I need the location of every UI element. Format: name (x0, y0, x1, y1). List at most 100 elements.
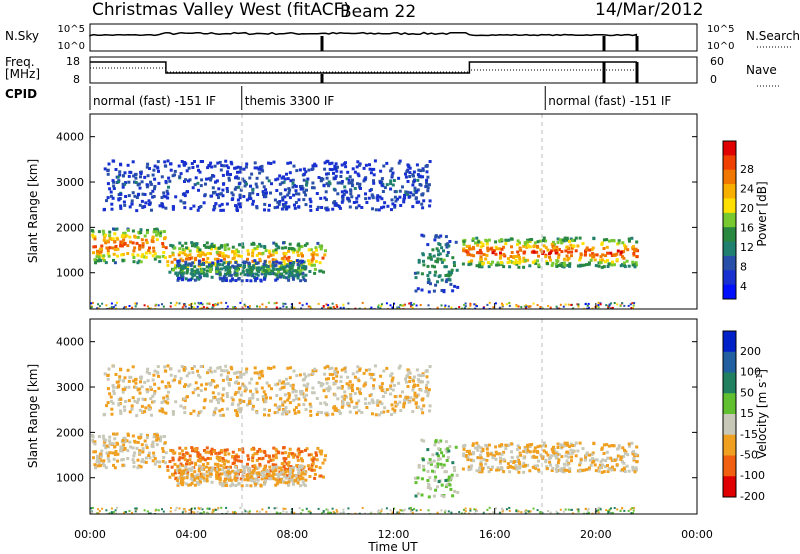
velocity-cell (299, 474, 303, 478)
power-cell (202, 274, 206, 278)
power-cell (145, 185, 149, 189)
power-cell (606, 259, 609, 262)
power-cell (350, 181, 354, 185)
power-cell (117, 180, 120, 184)
power-cell (99, 254, 103, 258)
power-cell (110, 302, 113, 305)
velocity-cell (630, 512, 633, 514)
velocity-cell (293, 411, 297, 415)
velocity-cell (311, 369, 315, 373)
velocity-cell (398, 400, 402, 404)
velocity-cell (552, 448, 556, 452)
power-cell (632, 262, 636, 266)
power-cell (196, 305, 199, 308)
freq-tick-top: 18 (66, 55, 80, 68)
velocity-cell (114, 509, 117, 512)
power-cell (461, 307, 463, 309)
power-cell (261, 169, 265, 173)
power-cell (361, 301, 364, 304)
power-cell (218, 254, 222, 257)
velocity-cell (150, 413, 153, 417)
velocity-cell (348, 410, 352, 414)
power-cell (169, 162, 173, 166)
velocity-cell (206, 456, 210, 460)
velocity-cell (578, 469, 582, 473)
velocity-cell (479, 450, 483, 454)
power-cell (605, 238, 609, 242)
velocity-cell (234, 512, 237, 514)
power-cell (258, 257, 262, 261)
power-cell (106, 182, 110, 186)
velocity-cell (233, 470, 237, 474)
velocity-cell (532, 455, 536, 459)
velocity-cell (309, 510, 312, 513)
velocity-cell (574, 441, 578, 445)
power-cell (120, 244, 124, 248)
velocity-cell (466, 455, 470, 459)
power-cell (517, 265, 521, 269)
velocity-cell (436, 465, 439, 469)
power-cell (300, 184, 304, 188)
velocity-cell (461, 512, 463, 514)
power-y-tick-label: 2000 (56, 221, 84, 234)
velocity-cell (184, 383, 187, 387)
velocity-cell (206, 462, 210, 465)
velocity-cell (112, 432, 115, 436)
velocity-cell (202, 473, 206, 477)
velocity-cell (486, 454, 490, 458)
power-cell (248, 307, 251, 309)
velocity-cell (173, 451, 177, 455)
power-cell (119, 204, 123, 208)
power-cell (251, 199, 255, 203)
velocity-cell (428, 476, 432, 480)
power-cell (364, 192, 367, 196)
velocity-cell (197, 373, 200, 377)
power-cell (336, 305, 339, 308)
power-cell (262, 192, 265, 196)
velocity-cell (271, 463, 275, 467)
power-cell (447, 277, 451, 281)
power-cell (542, 236, 546, 240)
velocity-cell (309, 405, 313, 409)
power-cell (248, 271, 252, 275)
velocity-cell (156, 371, 160, 375)
velocity-cell (184, 446, 188, 450)
velocity-cell (370, 398, 374, 402)
velocity-cell (385, 388, 389, 392)
power-cell (425, 181, 428, 185)
power-cell (371, 207, 374, 211)
velocity-cell (473, 508, 476, 511)
power-cell (523, 242, 527, 246)
power-cell (294, 269, 298, 273)
power-cell (446, 251, 450, 254)
velocity-cell (494, 445, 498, 449)
power-cell (268, 203, 271, 207)
power-cell (562, 265, 566, 269)
velocity-cell (144, 443, 148, 447)
velocity-cell (176, 467, 180, 471)
velocity-cell (573, 443, 577, 447)
power-cell (340, 200, 344, 204)
power-cell (184, 305, 187, 308)
power-cell (178, 251, 182, 255)
power-cell (574, 249, 578, 253)
velocity-cell (267, 472, 271, 476)
velocity-cell (230, 396, 234, 400)
power-cell (251, 248, 255, 252)
velocity-cell (449, 487, 453, 491)
power-cell (166, 260, 170, 264)
power-cell (314, 260, 318, 263)
power-cell (246, 257, 249, 261)
power-cell (263, 260, 267, 264)
velocity-cell (183, 454, 187, 458)
power-cell (103, 167, 107, 171)
velocity-cell (497, 468, 501, 472)
velocity-cell (244, 370, 248, 374)
power-cell (517, 305, 520, 308)
power-cell (115, 307, 117, 309)
velocity-cell (209, 366, 213, 370)
power-cell (130, 199, 134, 203)
power-cell (225, 265, 229, 269)
nave-tick-bottom: 0 (710, 73, 717, 86)
velocity-cell (510, 456, 514, 459)
